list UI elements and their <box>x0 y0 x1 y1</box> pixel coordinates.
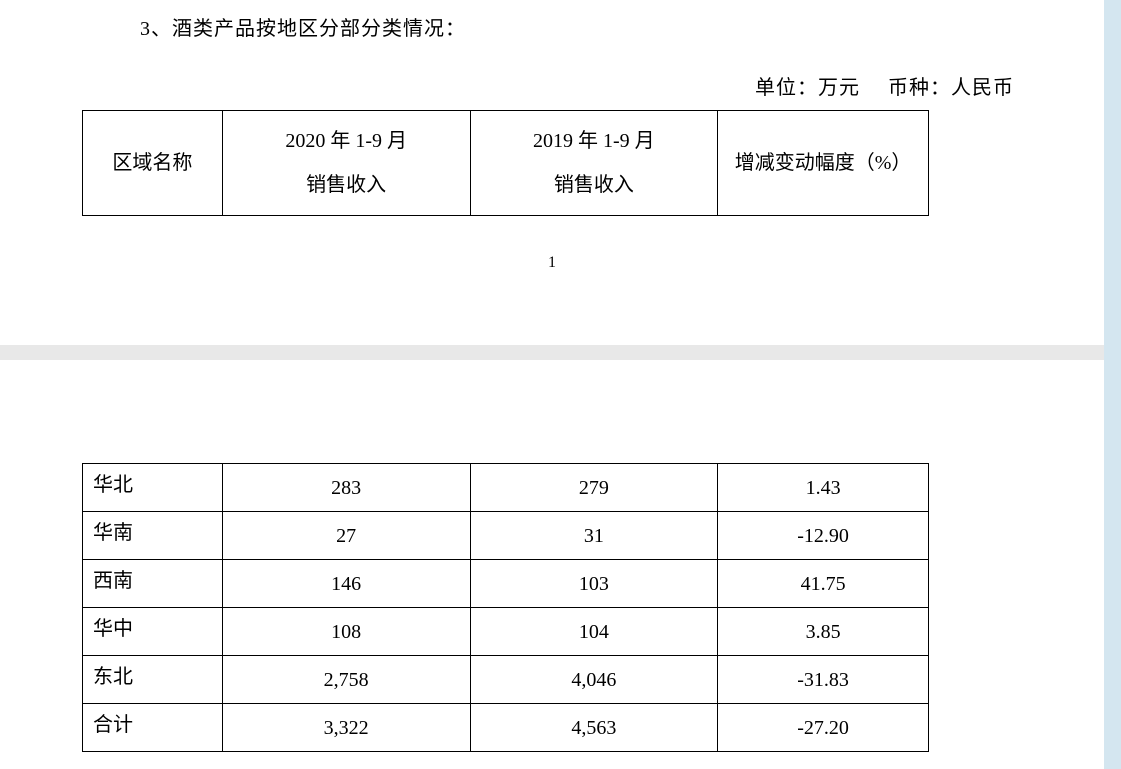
page-side-accent-2 <box>1104 360 1121 769</box>
table-row: 西南 146 103 41.75 <box>83 560 929 608</box>
table-row: 华南 27 31 -12.90 <box>83 512 929 560</box>
cell-change: 3.85 <box>718 608 929 656</box>
cell-change: 1.43 <box>718 464 929 512</box>
table-header-row: 区域名称 2020 年 1-9 月 销售收入 2019 年 1-9 月 销售收入… <box>83 111 929 216</box>
cell-region: 华北 <box>83 464 223 512</box>
header-2020-revenue: 2020 年 1-9 月 销售收入 <box>222 111 470 216</box>
cell-rev2019: 4,046 <box>470 656 718 704</box>
region-table-header: 区域名称 2020 年 1-9 月 销售收入 2019 年 1-9 月 销售收入… <box>82 110 929 216</box>
cell-region: 合计 <box>83 704 223 752</box>
cell-rev2020: 2,758 <box>222 656 470 704</box>
cell-rev2020: 146 <box>222 560 470 608</box>
currency-label: 币种：人民币 <box>888 77 1014 99</box>
table-row: 东北 2,758 4,046 -31.83 <box>83 656 929 704</box>
header-2019-revenue: 2019 年 1-9 月 销售收入 <box>470 111 718 216</box>
cell-rev2019: 31 <box>470 512 718 560</box>
cell-rev2019: 279 <box>470 464 718 512</box>
table-row: 合计 3,322 4,563 -27.20 <box>83 704 929 752</box>
cell-change: -31.83 <box>718 656 929 704</box>
cell-change: -27.20 <box>718 704 929 752</box>
document-page-1: 3、酒类产品按地区分部分类情况： 单位：万元 币种：人民币 区域名称 2020 年… <box>0 0 1104 345</box>
section-title: 3、酒类产品按地区分部分类情况： <box>82 0 1022 41</box>
header-region: 区域名称 <box>83 111 223 216</box>
unit-label: 单位：万元 <box>755 77 860 99</box>
cell-region: 华中 <box>83 608 223 656</box>
cell-rev2020: 283 <box>222 464 470 512</box>
cell-rev2019: 104 <box>470 608 718 656</box>
document-page-2: 华北 283 279 1.43 华南 27 31 -12.90 西南 146 1… <box>0 360 1104 769</box>
unit-currency-line: 单位：万元 币种：人民币 <box>82 71 1014 100</box>
table-row: 华北 283 279 1.43 <box>83 464 929 512</box>
cell-rev2019: 4,563 <box>470 704 718 752</box>
cell-rev2020: 3,322 <box>222 704 470 752</box>
region-table-body: 华北 283 279 1.43 华南 27 31 -12.90 西南 146 1… <box>82 463 929 752</box>
cell-region: 华南 <box>83 512 223 560</box>
cell-region: 西南 <box>83 560 223 608</box>
cell-change: 41.75 <box>718 560 929 608</box>
cell-rev2020: 108 <box>222 608 470 656</box>
cell-region: 东北 <box>83 656 223 704</box>
cell-rev2020: 27 <box>222 512 470 560</box>
cell-change: -12.90 <box>718 512 929 560</box>
cell-rev2019: 103 <box>470 560 718 608</box>
header-change-pct: 增减变动幅度（%） <box>718 111 929 216</box>
table-row: 华中 108 104 3.85 <box>83 608 929 656</box>
page-number: 1 <box>82 254 1022 272</box>
